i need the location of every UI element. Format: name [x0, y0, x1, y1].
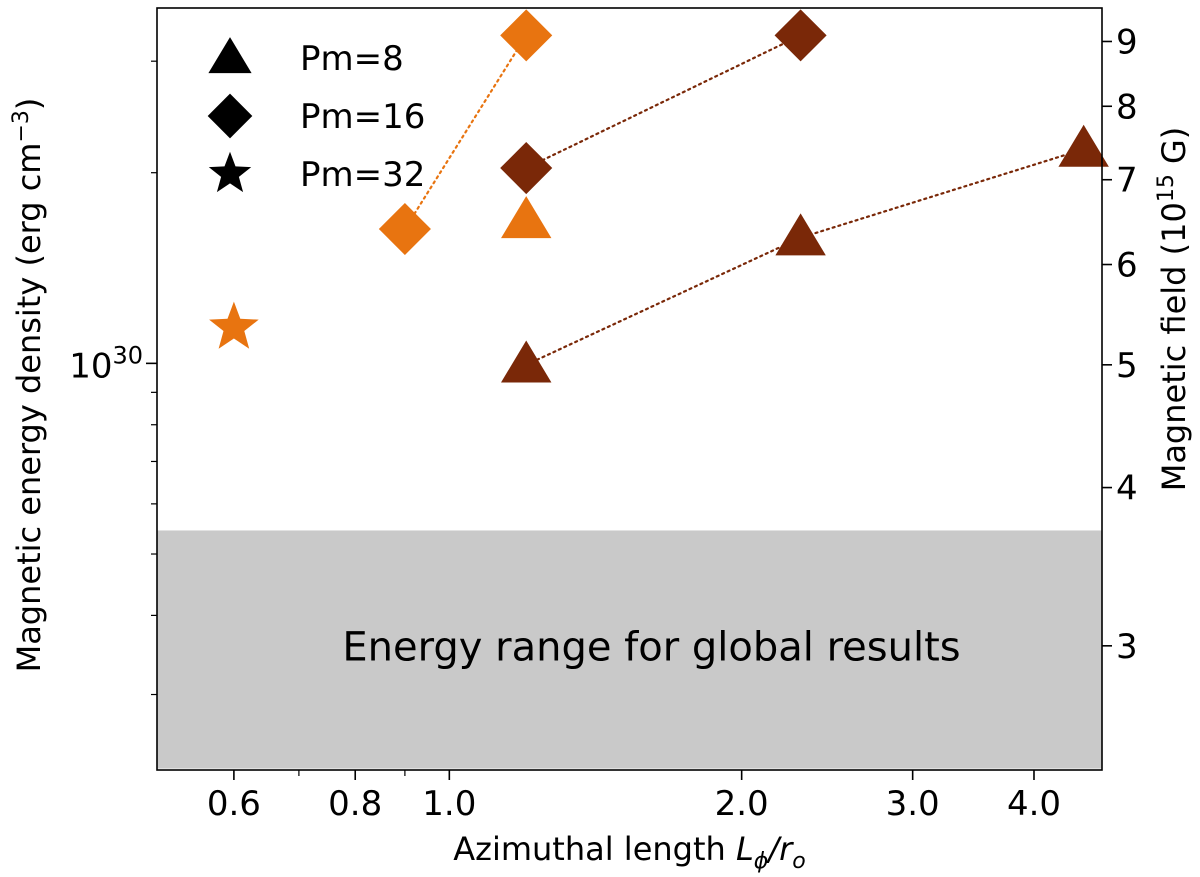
x-axis-label: Azimuthal length Lϕ/ro — [453, 830, 805, 874]
legend-label: Pm=8 — [300, 39, 404, 79]
diamond-point — [500, 142, 553, 195]
triangle-point — [501, 340, 552, 383]
y-right-axis-ticks: 3 4 5 6 7 8 9 — [1102, 22, 1138, 667]
y-right-tick-label: 6 — [1116, 246, 1138, 286]
x-tick-label: 4.0 — [1007, 784, 1061, 824]
y-right-tick-label: 7 — [1116, 161, 1138, 201]
series-line — [525, 148, 1085, 366]
y-left-axis-ticks: 1030 — [69, 60, 157, 696]
x-tick-label: 0.6 — [207, 784, 261, 824]
diamond-point — [500, 9, 553, 62]
series-layer — [209, 9, 1109, 383]
band-label: Energy range for global results — [342, 625, 960, 671]
triangle-point — [501, 196, 552, 239]
legend-diamond-icon — [207, 93, 253, 139]
x-axis-ticks: 0.6 0.8 1.0 2.0 3.0 4.0 — [207, 770, 1061, 824]
plot-frame — [156, 7, 1103, 771]
legend-label: Pm=16 — [300, 97, 425, 137]
x-tick-label: 3.0 — [886, 784, 940, 824]
global-results-band — [157, 530, 1102, 769]
legend-triangle-icon — [208, 37, 252, 74]
y-right-tick-label: 5 — [1116, 346, 1138, 386]
legend-label: Pm=32 — [300, 155, 425, 195]
y-right-tick-label: 3 — [1116, 627, 1138, 667]
legend: Pm=8 Pm=16 Pm=32 — [207, 37, 425, 195]
x-tick-label: 0.8 — [328, 784, 382, 824]
y-right-tick-label: 8 — [1116, 87, 1138, 127]
diamond-point — [378, 202, 431, 256]
diamond-point — [774, 9, 827, 62]
y-right-axis-label: Magnetic field (1015 G) — [1154, 127, 1193, 492]
triangle-point — [775, 213, 826, 256]
legend-star-icon — [208, 151, 252, 193]
y-right-tick-label: 4 — [1116, 469, 1138, 509]
x-tick-label: 2.0 — [715, 784, 769, 824]
y-left-tick-label: 1030 — [69, 341, 143, 386]
y-left-axis-label: Magnetic energy density (erg cm−3) — [9, 98, 48, 673]
triangle-point — [1058, 124, 1109, 167]
y-right-tick-label: 9 — [1116, 22, 1138, 62]
star-point — [209, 301, 259, 349]
x-tick-label: 1.0 — [422, 784, 476, 824]
series-line — [403, 34, 528, 231]
series-line — [525, 34, 802, 170]
